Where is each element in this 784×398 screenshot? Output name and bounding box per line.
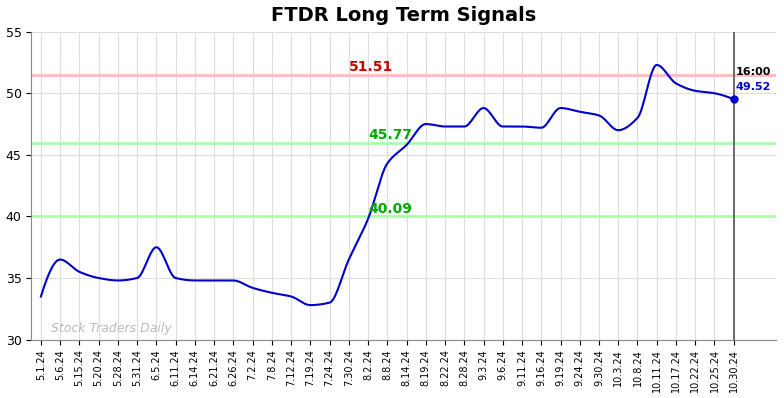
Text: 51.51: 51.51: [349, 60, 393, 74]
Text: 45.77: 45.77: [368, 129, 412, 142]
Text: 16:00: 16:00: [735, 67, 771, 77]
Text: 40.09: 40.09: [368, 202, 412, 217]
Text: Stock Traders Daily: Stock Traders Daily: [50, 322, 171, 335]
Title: FTDR Long Term Signals: FTDR Long Term Signals: [271, 6, 536, 25]
Point: [728, 96, 740, 102]
Text: 49.52: 49.52: [735, 82, 771, 92]
